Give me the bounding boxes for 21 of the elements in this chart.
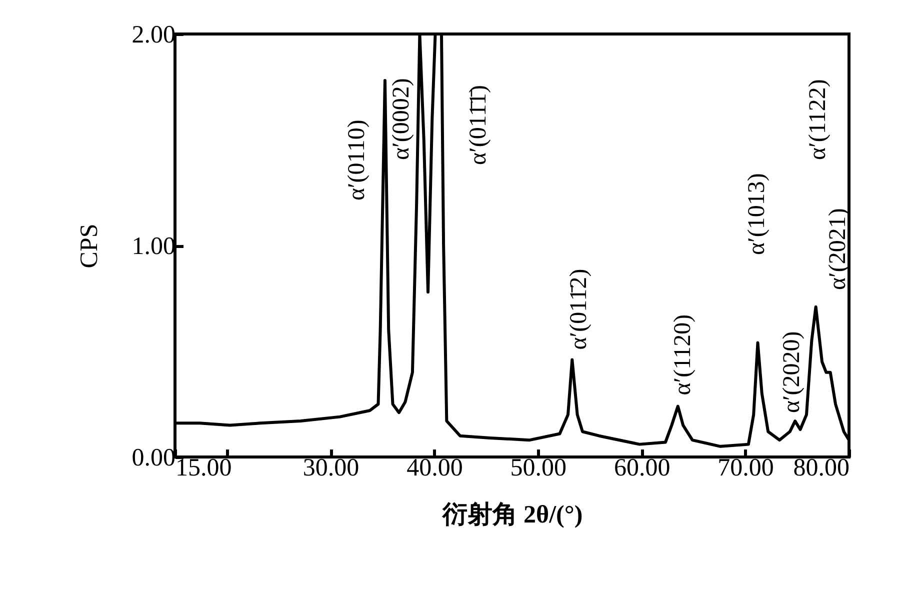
x-tick-label: 40.00 (406, 454, 463, 482)
x-tick-label: 70.00 (718, 454, 774, 482)
x-tick-label: 50.00 (510, 454, 567, 482)
annotation: α′(011̄2) (566, 268, 592, 350)
annotation: α′(011̄1̄) (465, 84, 492, 165)
y-tick-label: 0.00 (132, 444, 176, 472)
x-tick-label: 60.00 (614, 454, 670, 482)
annotation: α′(0110) (344, 120, 370, 201)
y-tick-label: 1.00 (132, 233, 176, 260)
annotation: α′(0002) (388, 78, 415, 160)
annotation: α′(1122) (805, 79, 831, 160)
y-tick-label: 2.00 (132, 22, 176, 48)
x-tick-label: 30.00 (302, 454, 360, 482)
annotation: α′(1013) (744, 173, 770, 255)
annotation: α′(1120) (670, 314, 696, 396)
x-tick-label: 80.00 (793, 454, 850, 482)
annotation: α′(2020) (779, 331, 806, 414)
x-axis-title: 衍射角 2θ/(°) (441, 502, 583, 528)
y-axis-title: CPS (76, 224, 103, 268)
annotation: α′(2021) (825, 208, 851, 290)
x-tick-label: 15.00 (176, 454, 232, 482)
